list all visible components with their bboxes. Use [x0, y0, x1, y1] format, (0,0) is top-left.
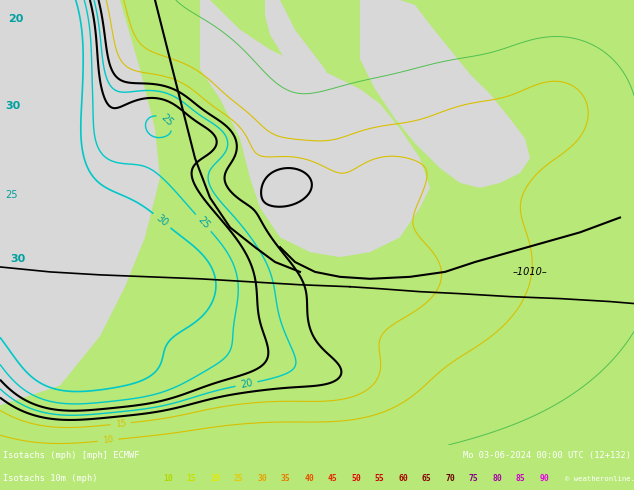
Text: 30: 30 — [257, 474, 267, 484]
Text: 30: 30 — [154, 213, 170, 228]
Text: 75: 75 — [469, 474, 479, 484]
Text: 20: 20 — [8, 14, 23, 24]
Text: Isotachs (mph) [mph] ECMWF: Isotachs (mph) [mph] ECMWF — [3, 451, 139, 461]
Text: © weatheronline.co.uk weatheronline.co.uk: © weatheronline.co.uk weatheronline.co.u… — [565, 476, 634, 482]
Polygon shape — [200, 0, 430, 257]
Polygon shape — [360, 0, 530, 188]
Text: 25: 25 — [158, 113, 174, 128]
Text: 15: 15 — [186, 474, 197, 484]
Text: 70: 70 — [445, 474, 455, 484]
Text: 25: 25 — [5, 190, 18, 200]
Polygon shape — [265, 0, 340, 128]
Text: 10: 10 — [102, 435, 113, 445]
Text: 30: 30 — [10, 254, 25, 264]
Text: 65: 65 — [422, 474, 431, 484]
Text: 15: 15 — [115, 418, 126, 429]
Text: 30: 30 — [5, 101, 20, 111]
Text: 55: 55 — [375, 474, 384, 484]
Text: Isotachs 10m (mph): Isotachs 10m (mph) — [3, 474, 98, 484]
Text: –1010–: –1010– — [513, 267, 547, 277]
Text: 25: 25 — [233, 474, 243, 484]
Text: 25: 25 — [195, 215, 211, 231]
Text: 45: 45 — [328, 474, 337, 484]
Polygon shape — [0, 0, 160, 405]
Text: 20: 20 — [240, 378, 254, 390]
Text: 10: 10 — [163, 474, 173, 484]
Text: 60: 60 — [398, 474, 408, 484]
Text: 85: 85 — [515, 474, 526, 484]
Text: 80: 80 — [492, 474, 502, 484]
Text: 90: 90 — [539, 474, 549, 484]
Text: Mo 03-06-2024 00:00 UTC (12+132): Mo 03-06-2024 00:00 UTC (12+132) — [463, 451, 631, 461]
Text: 20: 20 — [210, 474, 220, 484]
Text: 35: 35 — [281, 474, 290, 484]
Text: 50: 50 — [351, 474, 361, 484]
Text: 40: 40 — [304, 474, 314, 484]
